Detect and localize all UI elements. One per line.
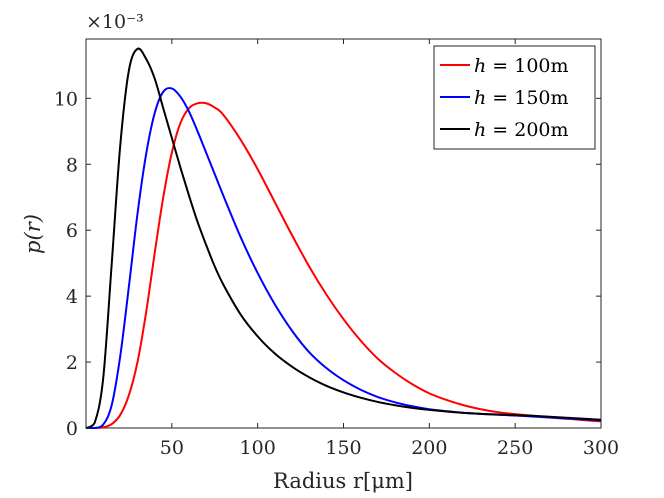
x-tick-label: 150 — [325, 437, 361, 459]
y-exponent-label: ×10⁻³ — [86, 11, 144, 33]
y-tick-label: 0 — [66, 418, 78, 440]
y-axis-ticks: 0 2 4 6 8 10 — [54, 88, 601, 440]
x-axis-label: Radius r[μm] — [273, 469, 413, 493]
legend-entry-1: h = 100m — [440, 55, 569, 77]
y-tick-label: 4 — [66, 286, 78, 308]
legend-entry-2: h = 150m — [440, 87, 569, 109]
series-line-1 — [86, 101, 602, 429]
legend-label-3: h = 200m — [474, 119, 569, 141]
legend: h = 100m h = 150m h = 200m — [433, 45, 596, 150]
x-axis-ticks: 50 100 150 200 250 300 — [160, 39, 619, 459]
x-tick-label: 300 — [583, 437, 619, 459]
x-tick-label: 100 — [240, 437, 276, 459]
series-curves — [85, 47, 602, 429]
y-tick-label: 2 — [66, 352, 78, 374]
y-tick-label: 10 — [54, 88, 78, 110]
y-tick-label: 6 — [66, 220, 78, 242]
y-axis-label: p(r) — [21, 214, 45, 254]
x-tick-label: 250 — [497, 437, 533, 459]
y-tick-label: 8 — [66, 154, 78, 176]
legend-label-2: h = 150m — [474, 87, 569, 109]
legend-label-1: h = 100m — [474, 55, 569, 77]
legend-entry-3: h = 200m — [440, 119, 569, 141]
series-line-3 — [85, 47, 602, 429]
x-tick-label: 50 — [160, 437, 184, 459]
x-tick-label: 200 — [411, 437, 447, 459]
